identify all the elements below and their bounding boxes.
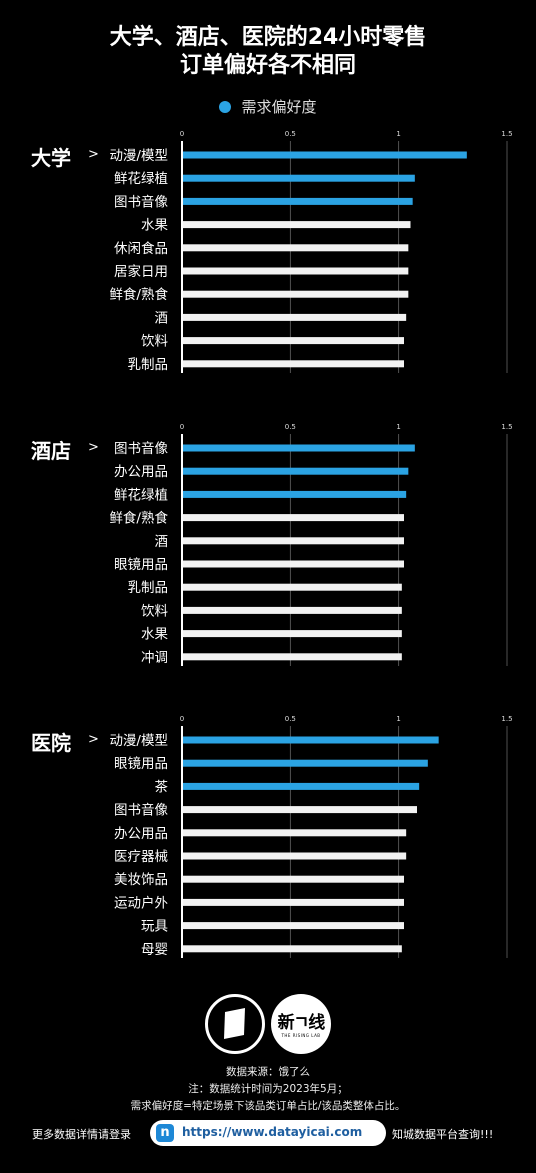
- bar: [183, 945, 402, 953]
- url-link[interactable]: n https://www.datayicai.com: [150, 1120, 386, 1146]
- bar: [183, 313, 407, 321]
- legend: 需求偏好度: [0, 96, 536, 117]
- category-label: 冲调: [141, 650, 168, 666]
- category-label: 鲜花绿植: [114, 487, 168, 503]
- definition-line: 需求偏好度=特定场景下该品类订单占比/该品类整体占比。: [130, 1100, 406, 1112]
- category-label: 饮料: [141, 603, 168, 619]
- category-label: 办公用品: [114, 826, 168, 842]
- logo-text: 新ㄱ线: [277, 1013, 326, 1033]
- brand-logo-left: [205, 994, 265, 1054]
- x-tick-label: 0: [180, 130, 184, 138]
- bar: [183, 267, 409, 275]
- panel-arrow-icon: >: [88, 440, 99, 455]
- category-label: 眼镜用品: [114, 756, 168, 772]
- category-label: 母婴: [141, 942, 168, 958]
- bar: [183, 922, 404, 930]
- category-label: 鲜食/熟食: [109, 286, 168, 303]
- bar: [183, 898, 404, 906]
- chart-hotel: 0 0.5 1 1.5 酒店 > 图书音像办公用品鲜花绿植鲜食/熟食酒眼镜用品乳制品饮料水果…: [31, 423, 513, 666]
- category-label: 图书音像: [114, 193, 168, 210]
- category-label: 医疗器械: [114, 849, 168, 865]
- bar: [183, 197, 413, 205]
- chart-hospital: 0 0.5 1 1.5 医院 > 动漫/模型眼镜用品茶图书音像办公用品医疗器械美妆饰品运动户…: [31, 715, 513, 958]
- panel-arrow-icon: >: [88, 147, 99, 162]
- category-label: 图书音像: [114, 440, 168, 457]
- category-label: 乳制品: [128, 357, 169, 373]
- category-label: 饮料: [141, 334, 168, 350]
- url-text: https://www.datayicai.com: [182, 1125, 363, 1139]
- bar: [183, 360, 404, 368]
- x-tick-label: 1: [396, 130, 400, 138]
- category-label: 水果: [141, 627, 168, 643]
- category-label: 动漫/模型: [109, 148, 168, 164]
- category-label: 水果: [141, 218, 168, 234]
- bar: [183, 852, 407, 860]
- bar: [183, 337, 404, 345]
- site-icon: n: [156, 1124, 174, 1142]
- bar: [183, 221, 411, 229]
- bar: [183, 875, 404, 883]
- x-tick-label: 0.5: [285, 715, 296, 723]
- category-label: 酒: [155, 310, 169, 326]
- x-tick-label: 1.5: [501, 130, 512, 138]
- legend-dot-icon: [219, 101, 232, 113]
- bar: [183, 151, 467, 159]
- category-label: 美妆饰品: [114, 872, 168, 888]
- category-label: 酒: [155, 534, 169, 550]
- category-label: 图书音像: [114, 802, 168, 819]
- panel-title: 大学: [31, 146, 71, 170]
- x-tick-label: 1: [396, 715, 400, 723]
- bar: [183, 806, 417, 814]
- logo-subtext: THE RISING LAB: [281, 1033, 321, 1038]
- category-label: 鲜花绿植: [114, 171, 168, 187]
- source-line: 数据来源：饿了么: [226, 1066, 310, 1078]
- category-label: 茶: [155, 779, 169, 795]
- category-label: 运动户外: [114, 894, 168, 911]
- bar: [183, 829, 407, 837]
- bar: [183, 653, 402, 661]
- category-label: 动漫/模型: [109, 733, 168, 749]
- x-tick-label: 1.5: [501, 423, 512, 431]
- bar: [183, 583, 402, 591]
- bar: [183, 244, 409, 252]
- note-line: 注：数据统计时间为2023年5月；: [188, 1083, 348, 1095]
- bar: [183, 782, 420, 790]
- chart-title-line2: 订单偏好各不相同: [179, 53, 356, 78]
- bar: [183, 560, 404, 568]
- bottom-right-text: 知城数据平台查询!!!: [392, 1128, 494, 1141]
- bar: [183, 174, 415, 182]
- bar: [183, 606, 402, 614]
- brand-logo-right: 新ㄱ线 THE RISING LAB: [271, 994, 331, 1054]
- panel-arrow-icon: >: [88, 732, 99, 747]
- bottom-left-text: 更多数据详情请登录: [32, 1128, 131, 1141]
- bar: [183, 467, 409, 475]
- bar: [183, 514, 404, 522]
- bar: [183, 290, 409, 298]
- category-label: 玩具: [141, 919, 168, 935]
- x-tick-label: 1: [396, 423, 400, 431]
- category-label: 乳制品: [128, 580, 169, 596]
- x-tick-label: 1.5: [501, 715, 512, 723]
- x-tick-label: 0: [180, 423, 184, 431]
- panel-title: 酒店: [31, 439, 71, 463]
- panel-title: 医院: [31, 731, 71, 755]
- category-label: 休闲食品: [114, 240, 168, 257]
- bar: [183, 490, 407, 498]
- x-tick-label: 0.5: [285, 423, 296, 431]
- category-label: 眼镜用品: [114, 557, 168, 573]
- category-label: 鲜食/熟食: [109, 510, 168, 527]
- chart-title-line1: 大学、酒店、医院的24小时零售: [109, 25, 427, 50]
- category-label: 居家日用: [114, 263, 168, 280]
- category-label: 办公用品: [114, 464, 168, 480]
- bar: [183, 759, 428, 767]
- x-tick-label: 0: [180, 715, 184, 723]
- bar: [183, 630, 402, 638]
- bar: [183, 444, 415, 452]
- x-tick-label: 0.5: [285, 130, 296, 138]
- bottom-bar: 更多数据详情请登录 n https://www.datayicai.com 知城…: [0, 1120, 536, 1146]
- bar: [183, 537, 404, 545]
- legend-label: 需求偏好度: [241, 98, 317, 116]
- chart-university: 0 0.5 1 1.5 大学 > 动漫/模型鲜花绿植图书音像水果休闲食品居家日用鲜食/熟食酒…: [31, 130, 513, 373]
- bar: [183, 736, 439, 744]
